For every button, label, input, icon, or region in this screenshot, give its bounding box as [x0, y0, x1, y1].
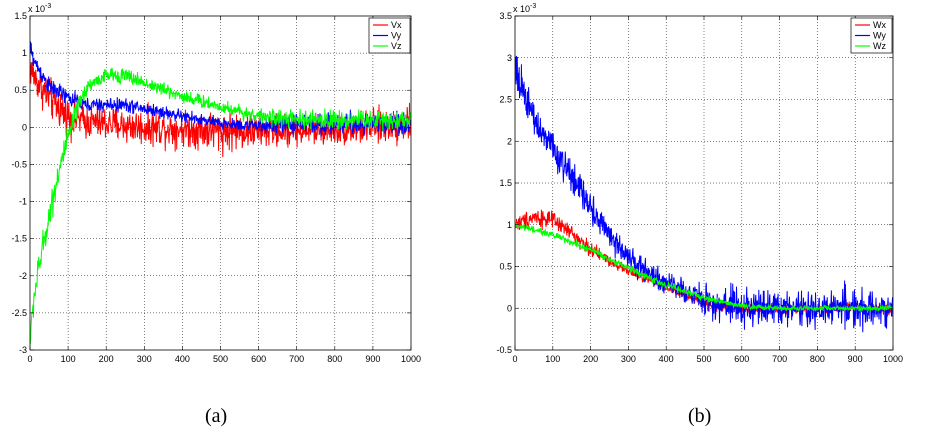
legend-label-vy: Vy: [391, 31, 402, 41]
y-tick-label: 0: [22, 122, 27, 132]
y-exponent-power: -3: [530, 3, 536, 10]
y-tick-label: 0.5: [14, 85, 27, 95]
series-line-wy: [515, 55, 893, 333]
y-exponent-label: x 10-3: [513, 3, 536, 14]
x-tick-label: 600: [251, 354, 266, 364]
x-tick-label: 300: [621, 354, 636, 364]
y-tick-label: -0.5: [11, 159, 27, 169]
y-tick-label: 3.5: [499, 11, 512, 21]
x-tick-label: 300: [137, 354, 152, 364]
chart-a: 0 100 200 300 400 500 600 700 800 900 1000 -3 -2.5 -2…: [11, 3, 421, 364]
panel-label-b: (b): [688, 405, 712, 427]
x-tick-label: 200: [99, 354, 114, 364]
y-tick-label: 1: [507, 220, 512, 230]
x-tick-label: 500: [696, 354, 711, 364]
x-tick-label: 900: [848, 354, 863, 364]
legend-label-wz: Wz: [873, 41, 886, 51]
x-tick-label: 700: [772, 354, 787, 364]
series-line-wz: [515, 221, 893, 313]
x-tick-label: 1000: [883, 354, 903, 364]
series-group: [30, 41, 411, 345]
y-tick-label: -1: [19, 197, 27, 207]
y-exponent-power: -3: [45, 3, 51, 10]
y-tick-label: 1.5: [14, 11, 27, 21]
legend-label-vz: Vz: [391, 41, 402, 51]
series-group: [515, 55, 893, 333]
plot-area: [30, 16, 411, 350]
x-tick-label: 900: [365, 354, 380, 364]
legend-label-vx: Vx: [391, 20, 402, 30]
legend-label-wy: Wy: [873, 31, 886, 41]
series-line-vz: [30, 67, 411, 345]
y-tick-label: -2: [19, 271, 27, 281]
y-tick-label: 1: [22, 48, 27, 58]
x-tick-label: 600: [734, 354, 749, 364]
x-tick-label: 700: [289, 354, 304, 364]
x-tick-label: 800: [327, 354, 342, 364]
y-tick-label: 2.5: [499, 95, 512, 105]
x-tick-label: 500: [213, 354, 228, 364]
x-tick-label: 800: [810, 354, 825, 364]
y-tick-label: -0.5: [496, 345, 512, 355]
x-tick-label: 0: [27, 354, 32, 364]
legend-label-wx: Wx: [873, 20, 886, 30]
x-tick-label: 100: [545, 354, 560, 364]
x-tick-label: 100: [61, 354, 76, 364]
y-tick-label: 1.5: [499, 178, 512, 188]
x-tick-label: 0: [512, 354, 517, 364]
y-tick-label: 2: [507, 136, 512, 146]
y-tick-label: 0.5: [499, 262, 512, 272]
y-tick-label: -1.5: [11, 234, 27, 244]
y-tick-label: -3: [19, 345, 27, 355]
y-tick-label: 3: [507, 53, 512, 63]
y-tick-label: -2.5: [11, 308, 27, 318]
series-line-vx: [30, 62, 411, 157]
x-tick-label: 400: [659, 354, 674, 364]
y-exponent-label: x 10-3: [28, 3, 51, 14]
y-tick-label: 0: [507, 303, 512, 313]
panel-label-a: (a): [205, 405, 228, 427]
chart-b: 0 100 200 300 400 500 600 700 800 900 1000-0.500.5…: [496, 3, 903, 364]
x-tick-label: 400: [175, 354, 190, 364]
x-tick-label: 200: [583, 354, 598, 364]
x-tick-label: 1000: [401, 354, 421, 364]
